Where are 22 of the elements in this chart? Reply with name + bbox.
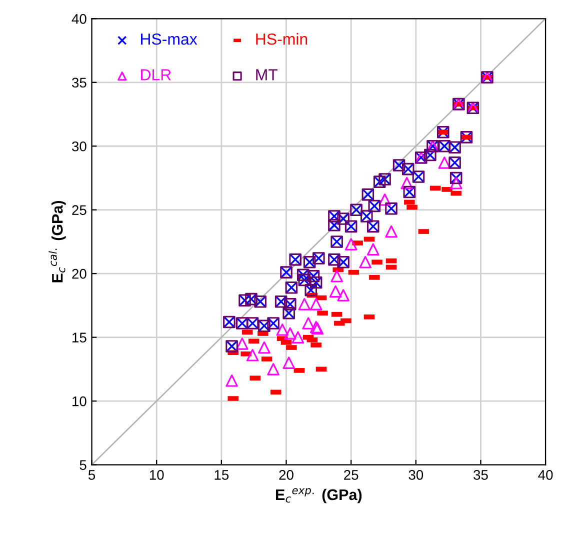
y-tick-label: 20 xyxy=(72,268,86,279)
x-axis-title: E$_{c}$$^{exp.}$ (GPa) xyxy=(276,488,362,504)
y-tick-label: 40 xyxy=(72,14,86,24)
legend-label: HS-max xyxy=(140,33,198,45)
x-tick-label: 25 xyxy=(344,470,358,480)
y-axis-title: E$_{c}$$^{cal.}$ (GPa) xyxy=(48,200,66,282)
x-tick-label: 40 xyxy=(538,470,553,480)
legend-label: DLR xyxy=(140,69,171,80)
y-tick-label: 25 xyxy=(72,205,86,216)
x-tick-label: 30 xyxy=(408,470,424,480)
y-tick-label: 30 xyxy=(72,141,86,152)
x-tick-label: 5 xyxy=(88,470,96,480)
x-tick-label: 35 xyxy=(474,470,488,480)
y-tick-label: 5 xyxy=(80,460,86,470)
legend-label: MT xyxy=(256,69,278,80)
x-tick-label: 10 xyxy=(150,470,164,480)
x-tick-label: 20 xyxy=(279,470,294,480)
y-tick-label: 35 xyxy=(72,78,86,88)
y-tick-label: 10 xyxy=(72,396,86,406)
x-tick-label: 15 xyxy=(214,470,229,480)
y-tick-label: 15 xyxy=(72,332,86,342)
legend-label: HS-min xyxy=(256,33,308,45)
